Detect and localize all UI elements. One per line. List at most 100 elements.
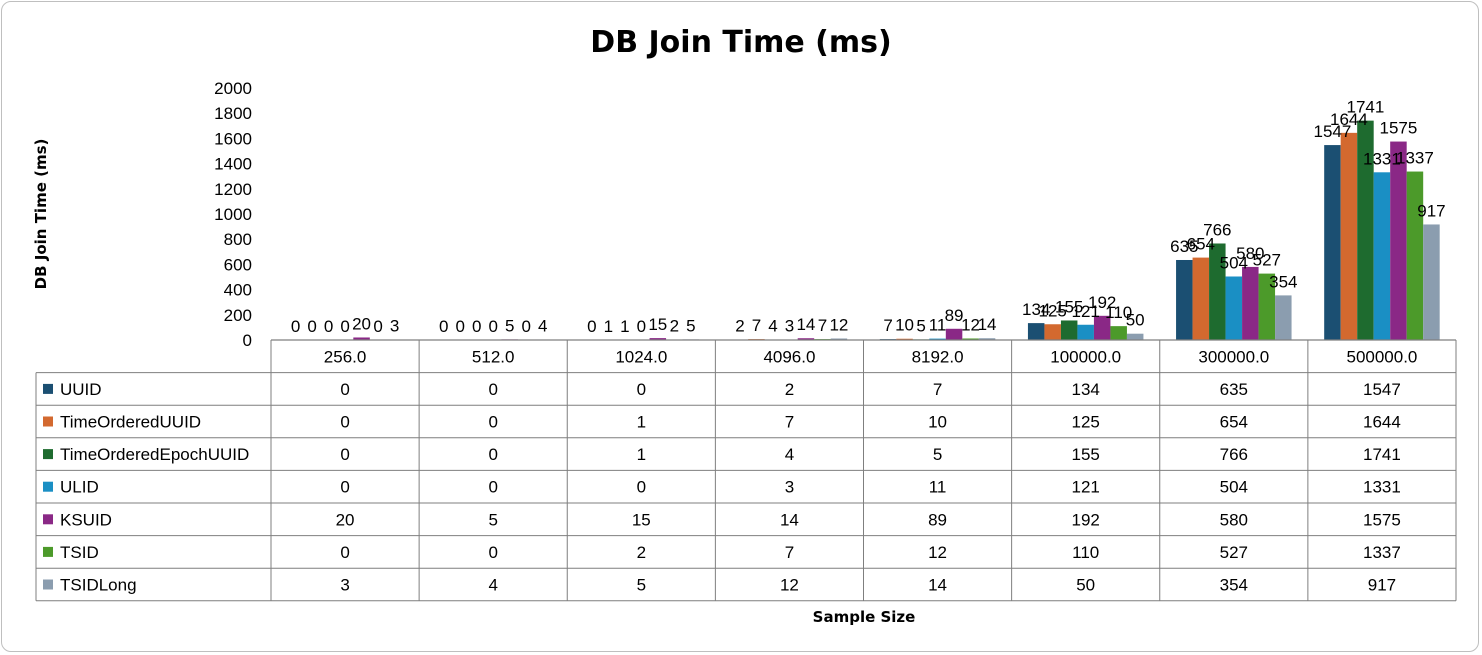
- bar: [978, 338, 996, 340]
- table-cell: 354: [1220, 576, 1248, 595]
- data-label: 2: [670, 317, 679, 336]
- table-cell: 527: [1220, 543, 1248, 562]
- table-cell: 0: [340, 478, 349, 497]
- data-label: 0: [637, 317, 646, 336]
- table-cell: 1644: [1363, 413, 1401, 432]
- bar: [1093, 315, 1111, 340]
- data-label: 12: [829, 315, 848, 334]
- x-tick-label: 256.0: [324, 347, 367, 366]
- bar: [797, 338, 815, 340]
- bar: [1340, 132, 1358, 340]
- legend-entry: TimeOrderedEpochUUID: [60, 445, 249, 464]
- chart-title: DB Join Time (ms): [590, 25, 891, 60]
- data-label: 14: [978, 315, 997, 334]
- bar: [896, 338, 913, 340]
- y-tick-label: 200: [224, 306, 252, 325]
- bar: [1390, 141, 1407, 340]
- table-cell: 0: [340, 380, 349, 399]
- y-tick-label: 1600: [214, 129, 252, 148]
- bar: [1258, 273, 1276, 340]
- bar: [1406, 171, 1424, 340]
- table-cell: 1337: [1363, 543, 1401, 562]
- bar: [1110, 326, 1127, 340]
- data-label: 1: [620, 317, 629, 336]
- table-cell: 15: [632, 510, 651, 529]
- bar: [1027, 323, 1045, 340]
- data-label: 3: [785, 317, 794, 336]
- table-cell: 0: [340, 445, 349, 464]
- table-cell: 4: [488, 576, 497, 595]
- bar: [1077, 324, 1094, 340]
- table-cell: 0: [637, 478, 646, 497]
- table-cell: 635: [1220, 380, 1248, 399]
- bar: [929, 338, 946, 340]
- legend-key: [43, 546, 53, 557]
- legend-key: [43, 383, 53, 394]
- y-axis-ticks: 0 200 400 600 800 1000 1200 1400 1600 1800 2000: [214, 79, 252, 350]
- legend-entry: TimeOrderedUUID: [60, 413, 201, 432]
- y-tick-label: 2000: [214, 79, 252, 98]
- table-cell: 5: [933, 445, 942, 464]
- data-label: 1575: [1380, 119, 1418, 138]
- table-cell: 0: [488, 380, 497, 399]
- table-cell: 20: [336, 510, 355, 529]
- table-cell: 504: [1220, 478, 1248, 497]
- legend-entry: KSUID: [60, 510, 112, 529]
- y-tick-label: 1000: [214, 205, 252, 224]
- bar: [1192, 257, 1210, 340]
- data-label: 7: [752, 316, 761, 335]
- y-tick-label: 1200: [214, 180, 252, 199]
- table-cell: 5: [637, 576, 646, 595]
- table-cell: 4: [785, 445, 794, 464]
- bar: [1242, 266, 1259, 340]
- data-label: 10: [895, 316, 914, 335]
- data-label: 580: [1236, 244, 1264, 263]
- data-label: 110: [1105, 303, 1132, 322]
- data-label: 1547: [1314, 122, 1352, 141]
- data-label: 2: [735, 317, 744, 336]
- data-label: 15: [648, 315, 667, 334]
- table-cell: 121: [1072, 478, 1100, 497]
- data-label: 766: [1203, 220, 1231, 239]
- table-cell: 10: [928, 413, 947, 432]
- table-cell: 2: [637, 543, 646, 562]
- table-cell: 192: [1072, 510, 1100, 529]
- data-label: 635: [1170, 237, 1198, 256]
- bar: [1176, 259, 1193, 340]
- table-cell: 12: [780, 576, 799, 595]
- data-labels: 0 0 0 0 20 0 3 0 0 0 0 5 0 4 0 1 1 0 15 2 5 2 7 4 3 14 7 12 7 10 5 1189…: [291, 98, 1446, 336]
- data-label: 354: [1269, 272, 1297, 291]
- table-cell: 0: [488, 413, 497, 432]
- legend-entry: ULID: [60, 478, 99, 497]
- data-label: 0: [521, 317, 530, 336]
- data-label: 50: [1126, 311, 1145, 330]
- data-label: 134: [1022, 300, 1050, 319]
- legend-key: [43, 449, 53, 460]
- bar: [1126, 333, 1144, 340]
- table-cell: 134: [1072, 380, 1100, 399]
- data-label: 504: [1220, 253, 1248, 272]
- table-cell: 766: [1220, 445, 1248, 464]
- bar: [1423, 224, 1440, 340]
- data-label: 1: [604, 317, 613, 336]
- table-cell: 1547: [1363, 380, 1401, 399]
- data-label: 5: [686, 316, 695, 335]
- data-label: 1337: [1396, 149, 1434, 168]
- data-label: 121: [1072, 302, 1100, 321]
- y-tick-label: 1800: [214, 104, 252, 123]
- data-label: 1331: [1363, 149, 1401, 168]
- data-label: 0: [439, 317, 448, 336]
- bar: [1044, 324, 1061, 340]
- legend-entry: UUID: [60, 380, 102, 399]
- data-label: 0: [340, 317, 349, 336]
- data-label: 1741: [1347, 98, 1385, 117]
- data-label: 5: [505, 316, 514, 335]
- y-axis-label: DB Join Time (ms): [32, 139, 50, 290]
- bar: [353, 337, 370, 340]
- legend-key: [43, 416, 53, 427]
- table-cell: 917: [1368, 576, 1396, 595]
- table-cell: 0: [637, 380, 646, 399]
- data-label: 0: [324, 317, 333, 336]
- data-label: 155: [1055, 297, 1083, 316]
